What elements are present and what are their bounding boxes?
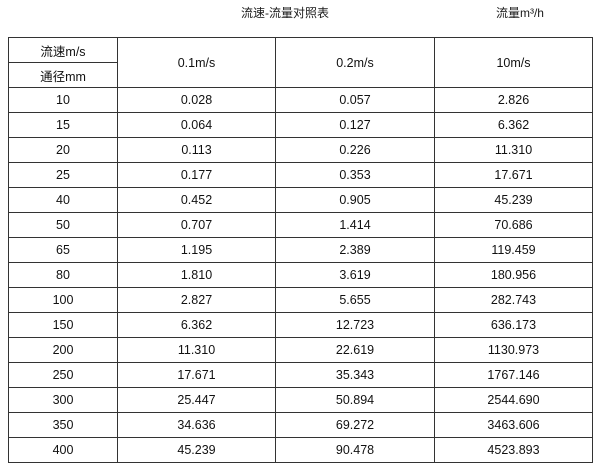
table-row: 65 1.195 2.389 119.459 bbox=[8, 237, 593, 263]
table-row: 300 25.447 50.894 2544.690 bbox=[8, 387, 593, 413]
cell-v01: 1.810 bbox=[117, 262, 276, 288]
cell-v01: 11.310 bbox=[117, 337, 276, 363]
cell-v01: 0.113 bbox=[117, 137, 276, 163]
cell-v01: 0.452 bbox=[117, 187, 276, 213]
cell-v10: 11.310 bbox=[434, 137, 593, 163]
table-row: 200 11.310 22.619 1130.973 bbox=[8, 337, 593, 363]
cell-dn: 15 bbox=[8, 112, 118, 138]
cell-v02: 5.655 bbox=[275, 287, 435, 313]
corner-cell-velocity-label: 流速m/s bbox=[8, 37, 118, 63]
cell-v10: 1767.146 bbox=[434, 362, 593, 388]
cell-dn: 50 bbox=[8, 212, 118, 238]
table-body: 流速m/s 0.1m/s 0.2m/s 10m/s 通径mm 10 0.028 … bbox=[8, 37, 593, 463]
column-header-2: 10m/s bbox=[434, 37, 593, 88]
cell-v10: 1130.973 bbox=[434, 337, 593, 363]
cell-v02: 22.619 bbox=[275, 337, 435, 363]
corner-cell-diameter-label: 通径mm bbox=[8, 62, 118, 88]
cell-dn: 40 bbox=[8, 187, 118, 213]
cell-v02: 3.619 bbox=[275, 262, 435, 288]
cell-v02: 2.389 bbox=[275, 237, 435, 263]
cell-v10: 17.671 bbox=[434, 162, 593, 188]
cell-dn: 250 bbox=[8, 362, 118, 388]
cell-v01: 0.064 bbox=[117, 112, 276, 138]
cell-v10: 45.239 bbox=[434, 187, 593, 213]
cell-v02: 0.226 bbox=[275, 137, 435, 163]
cell-v01: 17.671 bbox=[117, 362, 276, 388]
cell-dn: 150 bbox=[8, 312, 118, 338]
cell-dn: 10 bbox=[8, 87, 118, 113]
table-row: 150 6.362 12.723 636.173 bbox=[8, 312, 593, 338]
cell-dn: 65 bbox=[8, 237, 118, 263]
cell-v10: 3463.606 bbox=[434, 412, 593, 438]
cell-v01: 0.707 bbox=[117, 212, 276, 238]
cell-dn: 25 bbox=[8, 162, 118, 188]
cell-v10: 6.362 bbox=[434, 112, 593, 138]
cell-v02: 1.414 bbox=[275, 212, 435, 238]
cell-dn: 300 bbox=[8, 387, 118, 413]
unit-label: 流量m³/h bbox=[495, 6, 544, 20]
cell-dn: 200 bbox=[8, 337, 118, 363]
table-row: 400 45.239 90.478 4523.893 bbox=[8, 437, 593, 463]
cell-v02: 0.057 bbox=[275, 87, 435, 113]
cell-v10: 180.956 bbox=[434, 262, 593, 288]
cell-v01: 6.362 bbox=[117, 312, 276, 338]
page-title: 流速-流量对照表 bbox=[241, 6, 329, 20]
table-row: 350 34.636 69.272 3463.606 bbox=[8, 412, 593, 438]
cell-v10: 282.743 bbox=[434, 287, 593, 313]
cell-v10: 636.173 bbox=[434, 312, 593, 338]
cell-v01: 0.028 bbox=[117, 87, 276, 113]
table-row: 80 1.810 3.619 180.956 bbox=[8, 262, 593, 288]
table-row: 100 2.827 5.655 282.743 bbox=[8, 287, 593, 313]
cell-v02: 12.723 bbox=[275, 312, 435, 338]
caption-bar: 流速-流量对照表 流量m³/h bbox=[0, 0, 600, 36]
cell-v10: 70.686 bbox=[434, 212, 593, 238]
table-row: 50 0.707 1.414 70.686 bbox=[8, 212, 593, 238]
cell-v10: 2.826 bbox=[434, 87, 593, 113]
table-row: 25 0.177 0.353 17.671 bbox=[8, 162, 593, 188]
cell-dn: 350 bbox=[8, 412, 118, 438]
cell-dn: 80 bbox=[8, 262, 118, 288]
cell-v10: 4523.893 bbox=[434, 437, 593, 463]
table-row: 250 17.671 35.343 1767.146 bbox=[8, 362, 593, 388]
cell-v01: 0.177 bbox=[117, 162, 276, 188]
cell-v02: 0.905 bbox=[275, 187, 435, 213]
flow-table-container: 流速m/s 0.1m/s 0.2m/s 10m/s 通径mm 10 0.028 … bbox=[8, 37, 593, 463]
cell-v01: 1.195 bbox=[117, 237, 276, 263]
cell-v10: 2544.690 bbox=[434, 387, 593, 413]
cell-v10: 119.459 bbox=[434, 237, 593, 263]
cell-v02: 0.353 bbox=[275, 162, 435, 188]
cell-v01: 45.239 bbox=[117, 437, 276, 463]
cell-dn: 400 bbox=[8, 437, 118, 463]
cell-v02: 35.343 bbox=[275, 362, 435, 388]
table-row: 15 0.064 0.127 6.362 bbox=[8, 112, 593, 138]
table-row: 10 0.028 0.057 2.826 bbox=[8, 87, 593, 113]
cell-v01: 25.447 bbox=[117, 387, 276, 413]
column-header-0: 0.1m/s bbox=[117, 37, 276, 88]
table-row: 40 0.452 0.905 45.239 bbox=[8, 187, 593, 213]
cell-v01: 2.827 bbox=[117, 287, 276, 313]
cell-dn: 100 bbox=[8, 287, 118, 313]
header-row-bottom: 通径mm bbox=[8, 62, 593, 88]
header-row-top: 流速m/s 0.1m/s 0.2m/s 10m/s bbox=[8, 37, 593, 88]
column-header-1: 0.2m/s bbox=[275, 37, 435, 88]
table-row: 20 0.113 0.226 11.310 bbox=[8, 137, 593, 163]
cell-v02: 90.478 bbox=[275, 437, 435, 463]
flow-rate-table: 流速m/s 0.1m/s 0.2m/s 10m/s 通径mm 10 0.028 … bbox=[8, 37, 593, 463]
cell-v01: 34.636 bbox=[117, 412, 276, 438]
cell-v02: 0.127 bbox=[275, 112, 435, 138]
cell-v02: 50.894 bbox=[275, 387, 435, 413]
cell-dn: 20 bbox=[8, 137, 118, 163]
cell-v02: 69.272 bbox=[275, 412, 435, 438]
